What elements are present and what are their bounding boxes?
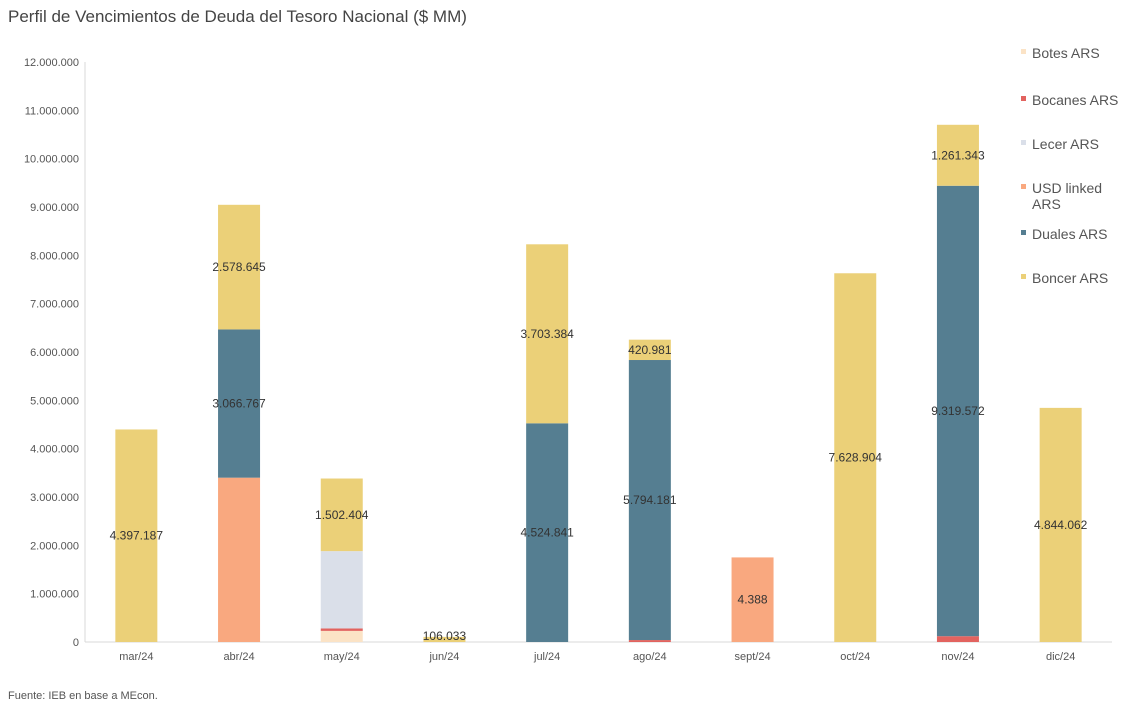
- bar-segment: [936, 636, 979, 642]
- bar-segment: [320, 478, 363, 552]
- x-tick-label: dic/24: [1046, 651, 1075, 663]
- x-axis: mar/24 abr/24 may/24 jun/24 jul/24 ago/24 sept…: [85, 641, 1112, 663]
- bar-segment: [628, 640, 671, 642]
- legend-swatch: [1021, 96, 1026, 101]
- legend-swatch: [1021, 274, 1026, 279]
- y-tick-label: 4.000.000: [30, 444, 79, 456]
- bar-segment: [731, 557, 774, 642]
- bar-segment: [218, 204, 261, 330]
- legend-swatch: [1021, 49, 1026, 54]
- legend-swatch: [1021, 184, 1026, 189]
- y-tick-label: 6.000.000: [30, 347, 79, 359]
- legend-label: Bocanes ARS: [1032, 92, 1118, 108]
- bar-segment: [936, 124, 979, 186]
- y-tick-label: 1.000.000: [30, 589, 79, 601]
- bar-segment: [320, 551, 363, 629]
- data-label: 4.388: [738, 593, 768, 607]
- data-labels: 4.397.187 3.066.767 2.578.645 1.502.404 106.…: [110, 148, 1088, 643]
- data-label: 1.261.343: [931, 148, 985, 162]
- data-label: 4.524.841: [520, 526, 574, 540]
- x-tick-label: jun/24: [428, 651, 459, 663]
- x-tick-label: abr/24: [223, 651, 254, 663]
- data-label: 4.844.062: [1034, 518, 1088, 532]
- x-tick-label: may/24: [324, 651, 360, 663]
- data-label: 3.703.384: [520, 327, 574, 341]
- data-label: 1.502.404: [315, 508, 369, 522]
- bar-segment: [526, 244, 569, 424]
- data-label: 5.794.181: [623, 493, 677, 507]
- y-tick-label: 11.000.000: [25, 105, 79, 117]
- y-tick-label: 12.000.000: [24, 57, 79, 69]
- chart-title: Perfil de Vencimientos de Deuda del Teso…: [8, 7, 467, 26]
- legend-label: Duales ARS: [1032, 226, 1107, 242]
- source-note: Fuente: IEB en base a MEcon.: [8, 690, 158, 702]
- y-axis: 0 1.000.000 2.000.000 3.000.000 4.000.000 5.0…: [24, 57, 86, 649]
- bar-segment: [218, 329, 261, 478]
- y-tick-label: 0: [73, 637, 79, 649]
- legend-swatch: [1021, 140, 1026, 145]
- bar-segment: [218, 477, 261, 642]
- data-label: 9.319.572: [931, 404, 985, 418]
- bar-segment: [628, 360, 671, 641]
- legend-swatch: [1021, 230, 1026, 235]
- bar-segment: [1039, 407, 1082, 642]
- data-label: 7.628.904: [829, 451, 883, 465]
- x-tick-label: oct/24: [840, 651, 870, 663]
- x-tick-label: mar/24: [119, 651, 153, 663]
- x-tick-label: jul/24: [533, 651, 560, 663]
- bar-segment: [936, 185, 979, 637]
- legend-label: Botes ARS: [1032, 45, 1100, 61]
- bars: [115, 124, 1082, 642]
- bar-segment: [526, 423, 569, 642]
- x-tick-label: nov/24: [941, 651, 974, 663]
- bar-segment: [834, 273, 877, 642]
- y-tick-label: 3.000.000: [30, 492, 79, 504]
- x-tick-label: sept/24: [735, 651, 771, 663]
- bar-segment: [320, 630, 363, 642]
- data-label: 4.397.187: [110, 529, 164, 543]
- legend-label: USD linked ARS: [1032, 180, 1102, 212]
- data-label: 3.066.767: [212, 397, 266, 411]
- y-tick-label: 5.000.000: [30, 395, 79, 407]
- data-label: 2.578.645: [212, 260, 266, 274]
- y-tick-label: 10.000.000: [24, 154, 79, 166]
- x-tick-label: ago/24: [633, 651, 667, 663]
- y-tick-label: 7.000.000: [30, 299, 79, 311]
- bar-segment: [115, 429, 158, 642]
- y-tick-label: 8.000.000: [30, 250, 79, 262]
- data-label: 106.033: [423, 629, 467, 643]
- y-tick-label: 9.000.000: [30, 202, 79, 214]
- legend-label: Lecer ARS: [1032, 136, 1099, 152]
- bar-segment: [423, 636, 466, 642]
- bar-segment: [628, 339, 671, 361]
- legend: Botes ARS Bocanes ARS Lecer ARS USD linked A…: [1021, 45, 1118, 286]
- legend-label: Boncer ARS: [1032, 270, 1108, 286]
- bar-segment: [320, 628, 363, 631]
- y-tick-label: 2.000.000: [30, 540, 79, 552]
- data-label: 420.981: [628, 343, 672, 357]
